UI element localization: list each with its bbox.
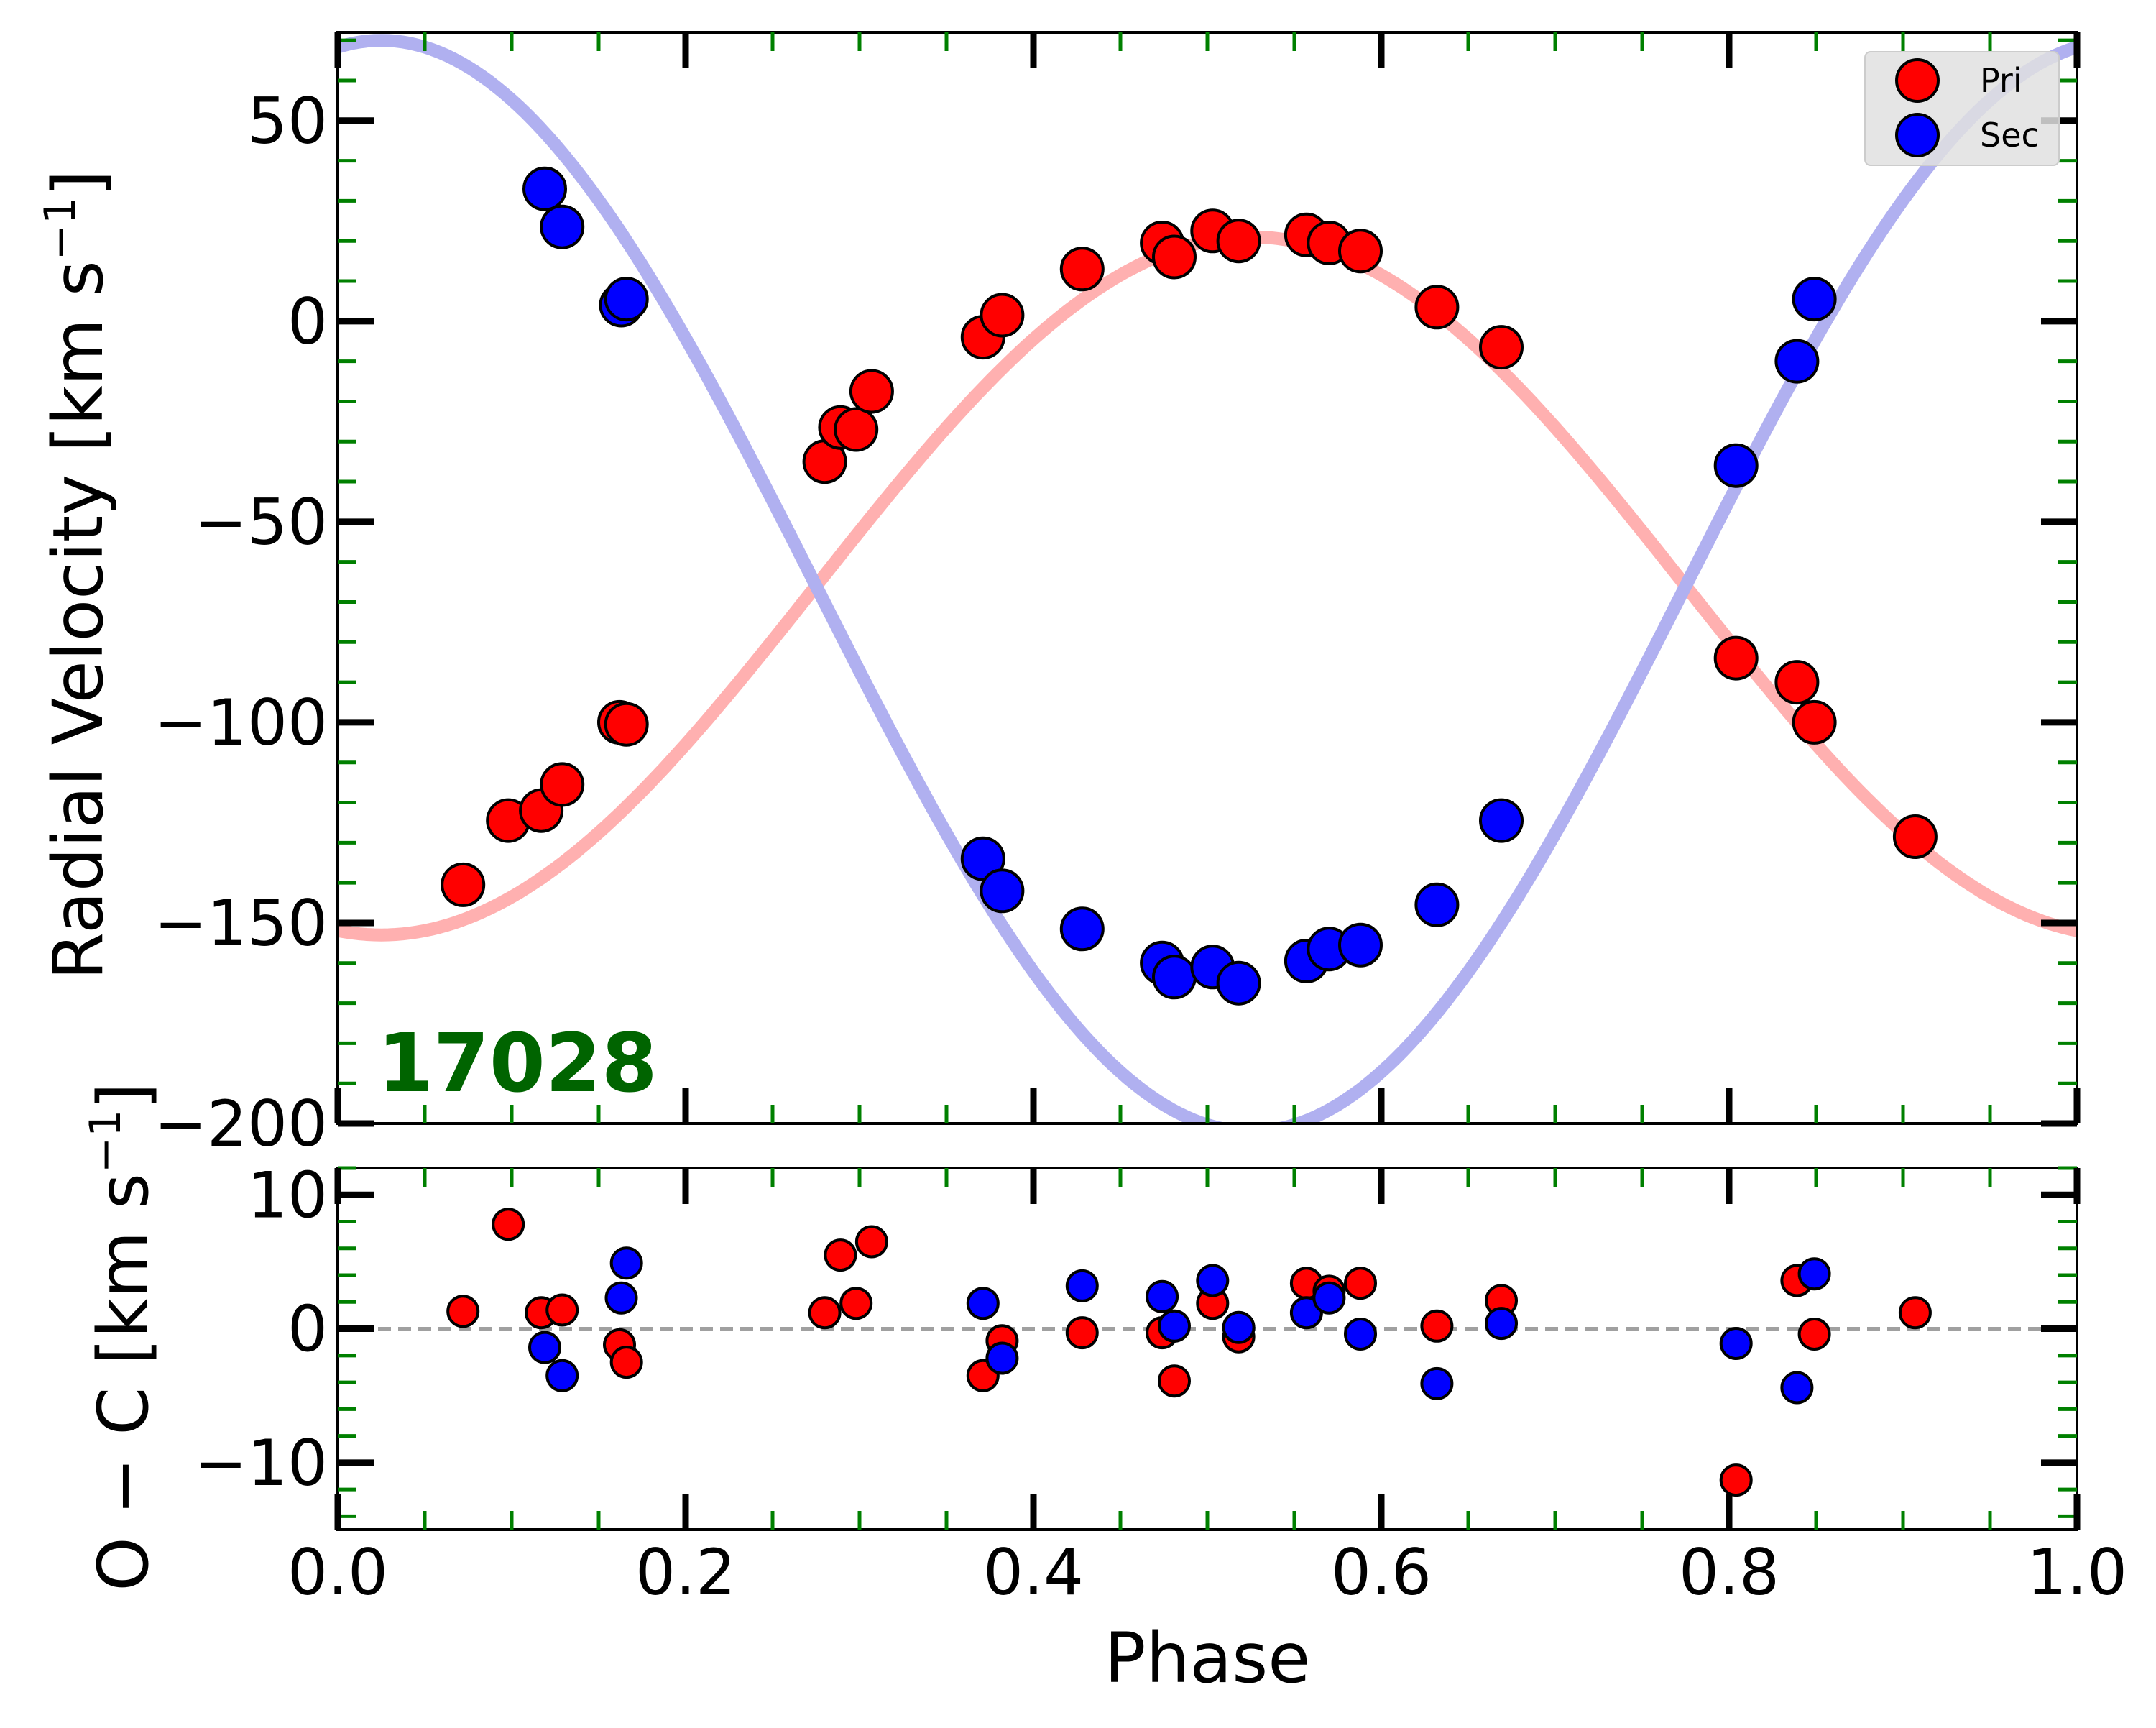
rv-primary-point-20 <box>1414 285 1460 330</box>
xtick-label-3: 0.6 <box>1331 1535 1432 1609</box>
oc-secondary-point-6 <box>1065 1269 1099 1302</box>
rv-panel: 50 0 −50 −100 −150 −200 <box>154 31 2081 1161</box>
oc-secondary-point-16 <box>1719 1327 1753 1360</box>
legend-marker-pri <box>1895 58 1940 103</box>
rv-primary-point-24 <box>1792 699 1837 745</box>
rv-primary-point-14 <box>1152 234 1197 280</box>
rv-secondary-point-14 <box>1414 882 1460 927</box>
oc-secondary-point-8 <box>1158 1309 1191 1343</box>
rv-primary-point-16 <box>1216 219 1261 264</box>
oc-primary-point-1 <box>492 1208 525 1241</box>
rv-primary-point-0 <box>441 862 486 907</box>
rv-primary-point-22 <box>1713 635 1759 681</box>
legend: Pri Sec <box>1864 51 2060 166</box>
rv-primary-point-23 <box>1774 660 1820 705</box>
rv-secondary-point-5 <box>980 868 1025 914</box>
xtick-label-4: 0.8 <box>1679 1535 1779 1609</box>
oc-secondary-point-13 <box>1344 1318 1377 1351</box>
rv-secondary-point-16 <box>1713 443 1759 488</box>
rv-secondary-point-1 <box>540 204 585 249</box>
system-label: 17028 <box>377 1017 658 1111</box>
oc-primary-point-14 <box>1158 1364 1191 1398</box>
x-axis-title: Phase <box>1105 1618 1311 1699</box>
oc-secondary-point-3 <box>609 1246 643 1280</box>
oc-secondary-point-0 <box>528 1331 561 1364</box>
oc-ylabel-sup: −1 <box>80 1110 131 1173</box>
legend-label-pri: Pri <box>1980 61 2022 100</box>
rv-y-axis-title: Radial Velocity [km s−1] <box>35 170 119 980</box>
oc-primary-point-19 <box>1344 1267 1377 1300</box>
oc-ylabel-close: ] <box>83 1083 164 1109</box>
oc-primary-point-6 <box>808 1296 842 1330</box>
rv-secondary-point-3 <box>604 277 649 322</box>
oc-primary-point-7 <box>824 1238 857 1272</box>
rv-primary-point-12 <box>1059 247 1105 292</box>
oc-secondary-point-17 <box>1780 1371 1814 1405</box>
oc-secondary-point-5 <box>985 1341 1019 1375</box>
rv-ytick-label-2: −50 <box>194 485 328 559</box>
rv-ytick-label-5: −200 <box>154 1087 328 1161</box>
rv-ytick-label-0: 50 <box>247 84 328 158</box>
xtick-label-1: 0.2 <box>635 1535 736 1609</box>
oc-secondary-point-12 <box>1312 1281 1346 1315</box>
oc-primary-point-9 <box>854 1225 888 1259</box>
oc-secondary-point-18 <box>1797 1257 1831 1291</box>
legend-label-sec: Sec <box>1980 116 2040 155</box>
rv-secondary-point-0 <box>522 166 567 211</box>
rv-secondary-point-13 <box>1338 922 1383 968</box>
oc-secondary-point-2 <box>604 1281 638 1315</box>
rv-primary-point-11 <box>980 293 1025 338</box>
xtick-label-2: 0.4 <box>983 1535 1084 1609</box>
rv-secondary-point-8 <box>1152 955 1197 1000</box>
oc-panel: 10 0 −10 <box>194 1158 2081 1531</box>
oc-ylabel-text: O − C [km s <box>83 1173 164 1591</box>
oc-secondary-point-4 <box>966 1287 1000 1320</box>
rv-primary-point-25 <box>1892 814 1938 859</box>
rv-primary-point-3 <box>540 762 585 807</box>
oc-secondary-point-1 <box>545 1359 579 1392</box>
rv-ytick-label-3: −100 <box>154 686 328 760</box>
rv-ytick-label-1: 0 <box>287 285 328 359</box>
rv-secondary-point-15 <box>1479 798 1524 843</box>
oc-secondary-point-9 <box>1196 1264 1230 1297</box>
rv-ytick-label-4: −150 <box>154 886 328 960</box>
xtick-label-5: 1.0 <box>2027 1535 2127 1609</box>
oc-primary-point-8 <box>839 1287 873 1320</box>
rv-secondary-point-6 <box>1059 906 1105 952</box>
rv-primary-point-19 <box>1338 229 1383 274</box>
oc-primary-point-22 <box>1719 1463 1753 1497</box>
oc-primary-point-20 <box>1420 1309 1454 1343</box>
oc-primary-point-12 <box>1065 1316 1099 1350</box>
xtick-label-0: 0.0 <box>287 1535 388 1609</box>
secondary-model-curve <box>338 34 2077 1123</box>
oc-primary-point-3 <box>545 1293 579 1327</box>
oc-ytick-label-2: −10 <box>194 1426 328 1500</box>
rv-ylabel-text: Radial Velocity [km s <box>38 260 119 980</box>
rv-primary-point-5 <box>604 702 649 747</box>
x-axis: 0.0 0.2 0.4 0.6 0.8 1.0 <box>287 1535 2127 1609</box>
rv-primary-point-8 <box>834 407 879 452</box>
oc-secondary-point-14 <box>1420 1366 1454 1400</box>
oc-secondary-point-15 <box>1485 1307 1518 1341</box>
rv-secondary-point-10 <box>1216 960 1261 1006</box>
rv-primary-point-21 <box>1479 325 1524 370</box>
oc-y-axis-title: O − C [km s−1] <box>80 1083 164 1591</box>
rv-ylabel-close: ] <box>38 170 119 196</box>
oc-primary-point-24 <box>1797 1318 1831 1351</box>
rv-secondary-point-17 <box>1774 339 1820 384</box>
oc-secondary-point-11 <box>1289 1296 1323 1330</box>
oc-secondary-point-7 <box>1146 1279 1179 1313</box>
rv-secondary-point-18 <box>1792 277 1837 322</box>
oc-primary-point-5 <box>609 1346 643 1379</box>
oc-ytick-label-0: 10 <box>247 1158 328 1232</box>
oc-secondary-point-10 <box>1222 1310 1256 1344</box>
rv-ylabel-sup: −1 <box>35 197 86 260</box>
oc-primary-point-25 <box>1898 1296 1932 1330</box>
legend-marker-sec <box>1895 113 1940 157</box>
oc-primary-point-0 <box>446 1295 480 1328</box>
rv-primary-point-9 <box>849 369 894 414</box>
oc-ytick-label-1: 0 <box>287 1292 328 1366</box>
